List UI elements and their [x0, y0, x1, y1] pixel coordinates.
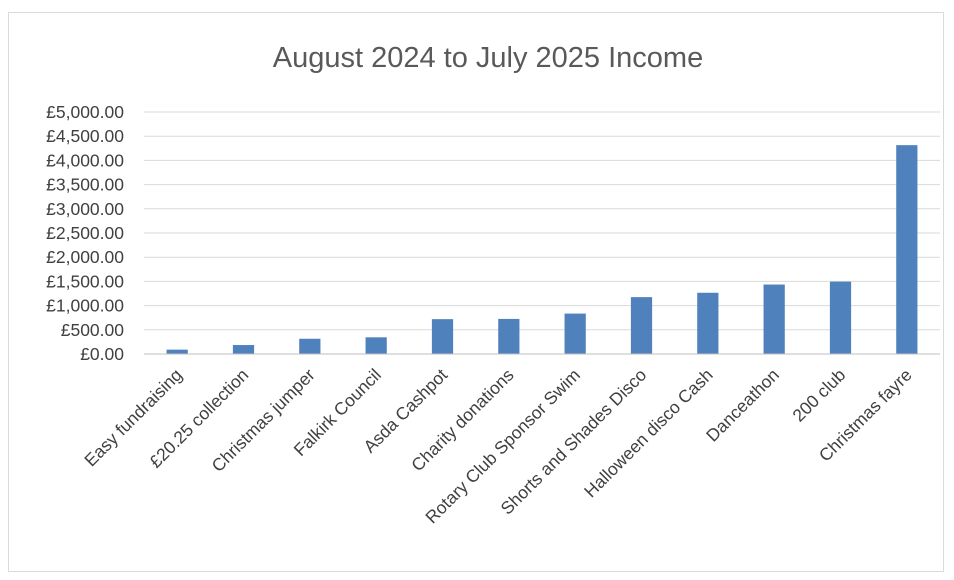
bars: [166, 145, 918, 354]
y-tick-label: £4,000.00: [46, 150, 124, 170]
y-tick-label: £2,500.00: [46, 223, 124, 243]
y-tick-label: £1,500.00: [46, 271, 124, 291]
y-tick-label: £5,000.00: [46, 102, 124, 122]
bar: [564, 313, 586, 354]
y-tick-label: £2,000.00: [46, 247, 124, 267]
bar: [498, 318, 520, 354]
x-tick-label: 200 club: [788, 365, 849, 426]
x-axis-tick-labels: Easy fundraising£20.25 collectionChristm…: [80, 365, 915, 528]
y-tick-label: £1,000.00: [46, 296, 124, 316]
bar: [166, 349, 188, 354]
chart-frame: [8, 12, 944, 572]
y-tick-label: £500.00: [61, 320, 125, 340]
y-tick-label: £4,500.00: [46, 126, 124, 146]
gridlines: [144, 111, 940, 331]
chart-title: August 2024 to July 2025 Income: [273, 42, 703, 74]
bar: [299, 338, 321, 354]
bar: [763, 284, 785, 354]
bar: [896, 145, 918, 354]
x-tick-label: Halloween disco Cash: [580, 365, 717, 502]
y-tick-label: £3,500.00: [46, 175, 124, 195]
bar: [630, 297, 653, 354]
y-tick-label: £0.00: [80, 344, 124, 364]
bar: [365, 337, 387, 354]
y-tick-label: £3,000.00: [46, 199, 124, 219]
bar: [232, 345, 255, 354]
bar: [431, 319, 454, 354]
bar: [829, 281, 852, 354]
y-axis-tick-labels: £0.00 £500.00 £1,000.00 £1,500.00 £2,000.00 £…: [46, 102, 124, 364]
bar: [697, 292, 719, 354]
